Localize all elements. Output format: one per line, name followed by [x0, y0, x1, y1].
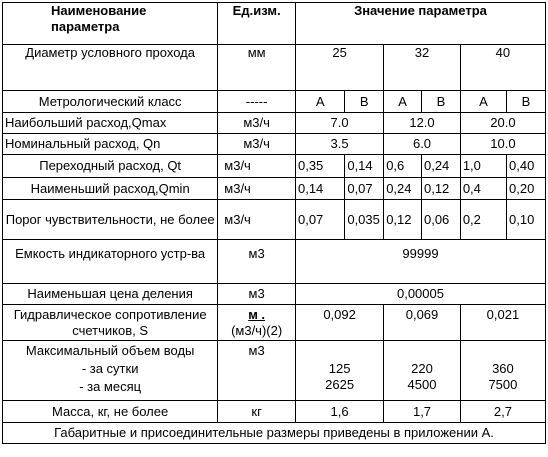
qt-value: 0,14 — [344, 154, 385, 178]
qmax-value: 12.0 — [383, 112, 461, 134]
hydro-value: 0,092 — [294, 304, 385, 341]
sens-value: 0,10 — [506, 199, 546, 240]
sens-value: 0,035 — [344, 199, 385, 240]
header-row: Наименование параметра Ед.изм. Значение … — [1, 2, 547, 45]
sens-value: 0,07 — [294, 199, 346, 240]
sens-value: 0,12 — [383, 199, 422, 240]
row-capacity: Емкость индикаторного устр-ва м3 99999 — [1, 239, 547, 284]
sens-value: 0,06 — [420, 199, 461, 240]
maxvol-unit: м3 — [217, 340, 296, 401]
qmin-value: 0,24 — [383, 177, 422, 200]
metro-label: Метрологический класс — [1, 90, 219, 113]
row-qt: Переходный расход, Qt м3/ч 0,35 0,14 0,6… — [1, 154, 546, 178]
mass-unit: кг — [217, 400, 296, 423]
row-sensitivity: Порог чувствительности, не более м3/ч 0,… — [1, 199, 546, 240]
row-hydraulic: Гидравлическое сопротивление счетчиков, … — [1, 304, 547, 341]
maxvol-day-value: 125 — [328, 361, 351, 376]
row-footnote: Габаритные и присоединительные размеры п… — [2, 422, 546, 444]
division-label: Наименьшая цена деления — [1, 283, 219, 305]
qn-label: Номинальный расход, Qn — [1, 133, 219, 155]
hydro-value: 0,069 — [383, 304, 461, 341]
qn-value: 6.0 — [383, 133, 461, 155]
maxvol-col-32: 220 4500 — [383, 340, 461, 401]
qt-value: 0,35 — [294, 154, 346, 178]
metro-class: A — [383, 90, 422, 113]
maxvol-day-value: 360 — [492, 361, 514, 376]
qmax-unit: м3/ч — [217, 112, 296, 134]
qt-value: 0,40 — [506, 154, 546, 178]
qmin-value: 0,14 — [294, 177, 346, 200]
maxvol-label-cell: Максимальный объем воды - за сутки - за … — [1, 340, 219, 401]
row-qn: Номинальный расход, Qn м3/ч 3.5 6.0 10.0 — [1, 133, 547, 155]
footnote: Габаритные и присоединительные размеры п… — [2, 422, 546, 444]
mass-value: 2,7 — [459, 400, 547, 423]
diameter-25: 25 — [294, 44, 385, 91]
row-metro: Метрологический класс ----- A B A B A B — [1, 90, 546, 113]
metro-class: A — [294, 90, 346, 113]
mass-label: Масса, кг, не более — [1, 400, 219, 423]
qn-unit: м3/ч — [217, 133, 296, 155]
qn-value: 10.0 — [459, 133, 547, 155]
row-qmin: Наименьший расход,Qmin м3/ч 0,14 0,07 0,… — [1, 177, 546, 200]
row-qmax: Наибольший расход,Qmax м3/ч 7.0 12.0 20.… — [1, 112, 547, 134]
row-max-volume: Максимальный объем воды - за сутки - за … — [1, 340, 547, 401]
metro-class: A — [459, 90, 508, 113]
maxvol-day-label: - за сутки — [81, 361, 139, 376]
qmin-unit: м3/ч — [217, 177, 296, 200]
diameter-32: 32 — [383, 44, 461, 91]
maxvol-month-value: 4500 — [407, 377, 437, 392]
division-unit: м3 — [217, 283, 296, 305]
metro-class: B — [506, 90, 546, 113]
qmax-label: Наибольший расход,Qmax — [1, 112, 219, 134]
division-value: 0,00005 — [294, 283, 547, 305]
mass-value: 1,7 — [383, 400, 461, 423]
qmin-value: 0,4 — [459, 177, 508, 200]
hydro-unit-top: м . — [248, 307, 266, 322]
qt-value: 1,0 — [459, 154, 508, 178]
qt-unit: м3/ч — [217, 154, 296, 178]
sens-label: Порог чувствительности, не более — [1, 199, 219, 240]
hydro-label: Гидравлическое сопротивление счетчиков, … — [1, 304, 219, 341]
diameter-40: 40 — [459, 44, 547, 91]
capacity-unit: м3 — [217, 239, 296, 284]
qmin-value: 0,20 — [506, 177, 546, 200]
maxvol-col-40: 360 7500 — [459, 340, 547, 401]
qmin-value: 0,12 — [420, 177, 461, 200]
diameter-label: Диаметр условного прохода — [1, 44, 219, 91]
qmin-value: 0,07 — [344, 177, 385, 200]
header-value: Значение параметра — [294, 2, 547, 45]
metro-class: B — [420, 90, 461, 113]
hydro-unit-bottom: (м3/ч)(2) — [231, 323, 283, 338]
maxvol-day-value: 220 — [411, 361, 433, 376]
qn-value: 3.5 — [294, 133, 385, 155]
qt-label: Переходный расход, Qt — [1, 154, 219, 178]
qmin-label: Наименьший расход,Qmin — [1, 177, 219, 200]
header-unit: Ед.изм. — [217, 2, 296, 45]
capacity-label: Емкость индикаторного устр-ва — [1, 239, 219, 284]
spec-table: Наименование параметра Ед.изм. Значение … — [1, 2, 547, 444]
sens-value: 0,2 — [459, 199, 508, 240]
qmax-value: 7.0 — [294, 112, 385, 134]
maxvol-month-value: 2625 — [325, 377, 355, 392]
hydro-value: 0,021 — [459, 304, 547, 341]
maxvol-col-25: 125 2625 — [294, 340, 385, 401]
row-mass: Масса, кг, не более кг 1,6 1,7 2,7 — [1, 400, 547, 423]
metro-class: B — [344, 90, 385, 113]
hydro-unit: м . (м3/ч)(2) — [217, 304, 296, 341]
qt-value: 0,6 — [383, 154, 422, 178]
qt-value: 0,24 — [420, 154, 461, 178]
maxvol-month-label: - за месяц — [79, 379, 142, 394]
maxvol-label: Максимальный объем воды — [25, 343, 195, 358]
row-diameter: Диаметр условного прохода мм 25 32 40 — [1, 44, 547, 91]
diameter-unit: мм — [217, 44, 296, 91]
mass-value: 1,6 — [294, 400, 385, 423]
sens-unit: м3/ч — [217, 199, 296, 240]
metro-unit: ----- — [217, 90, 296, 113]
row-division: Наименьшая цена деления м3 0,00005 — [1, 283, 547, 305]
maxvol-month-value: 7500 — [488, 377, 518, 392]
header-param: Наименование параметра — [1, 2, 219, 45]
capacity-value: 99999 — [294, 239, 547, 284]
qmax-value: 20.0 — [459, 112, 547, 134]
